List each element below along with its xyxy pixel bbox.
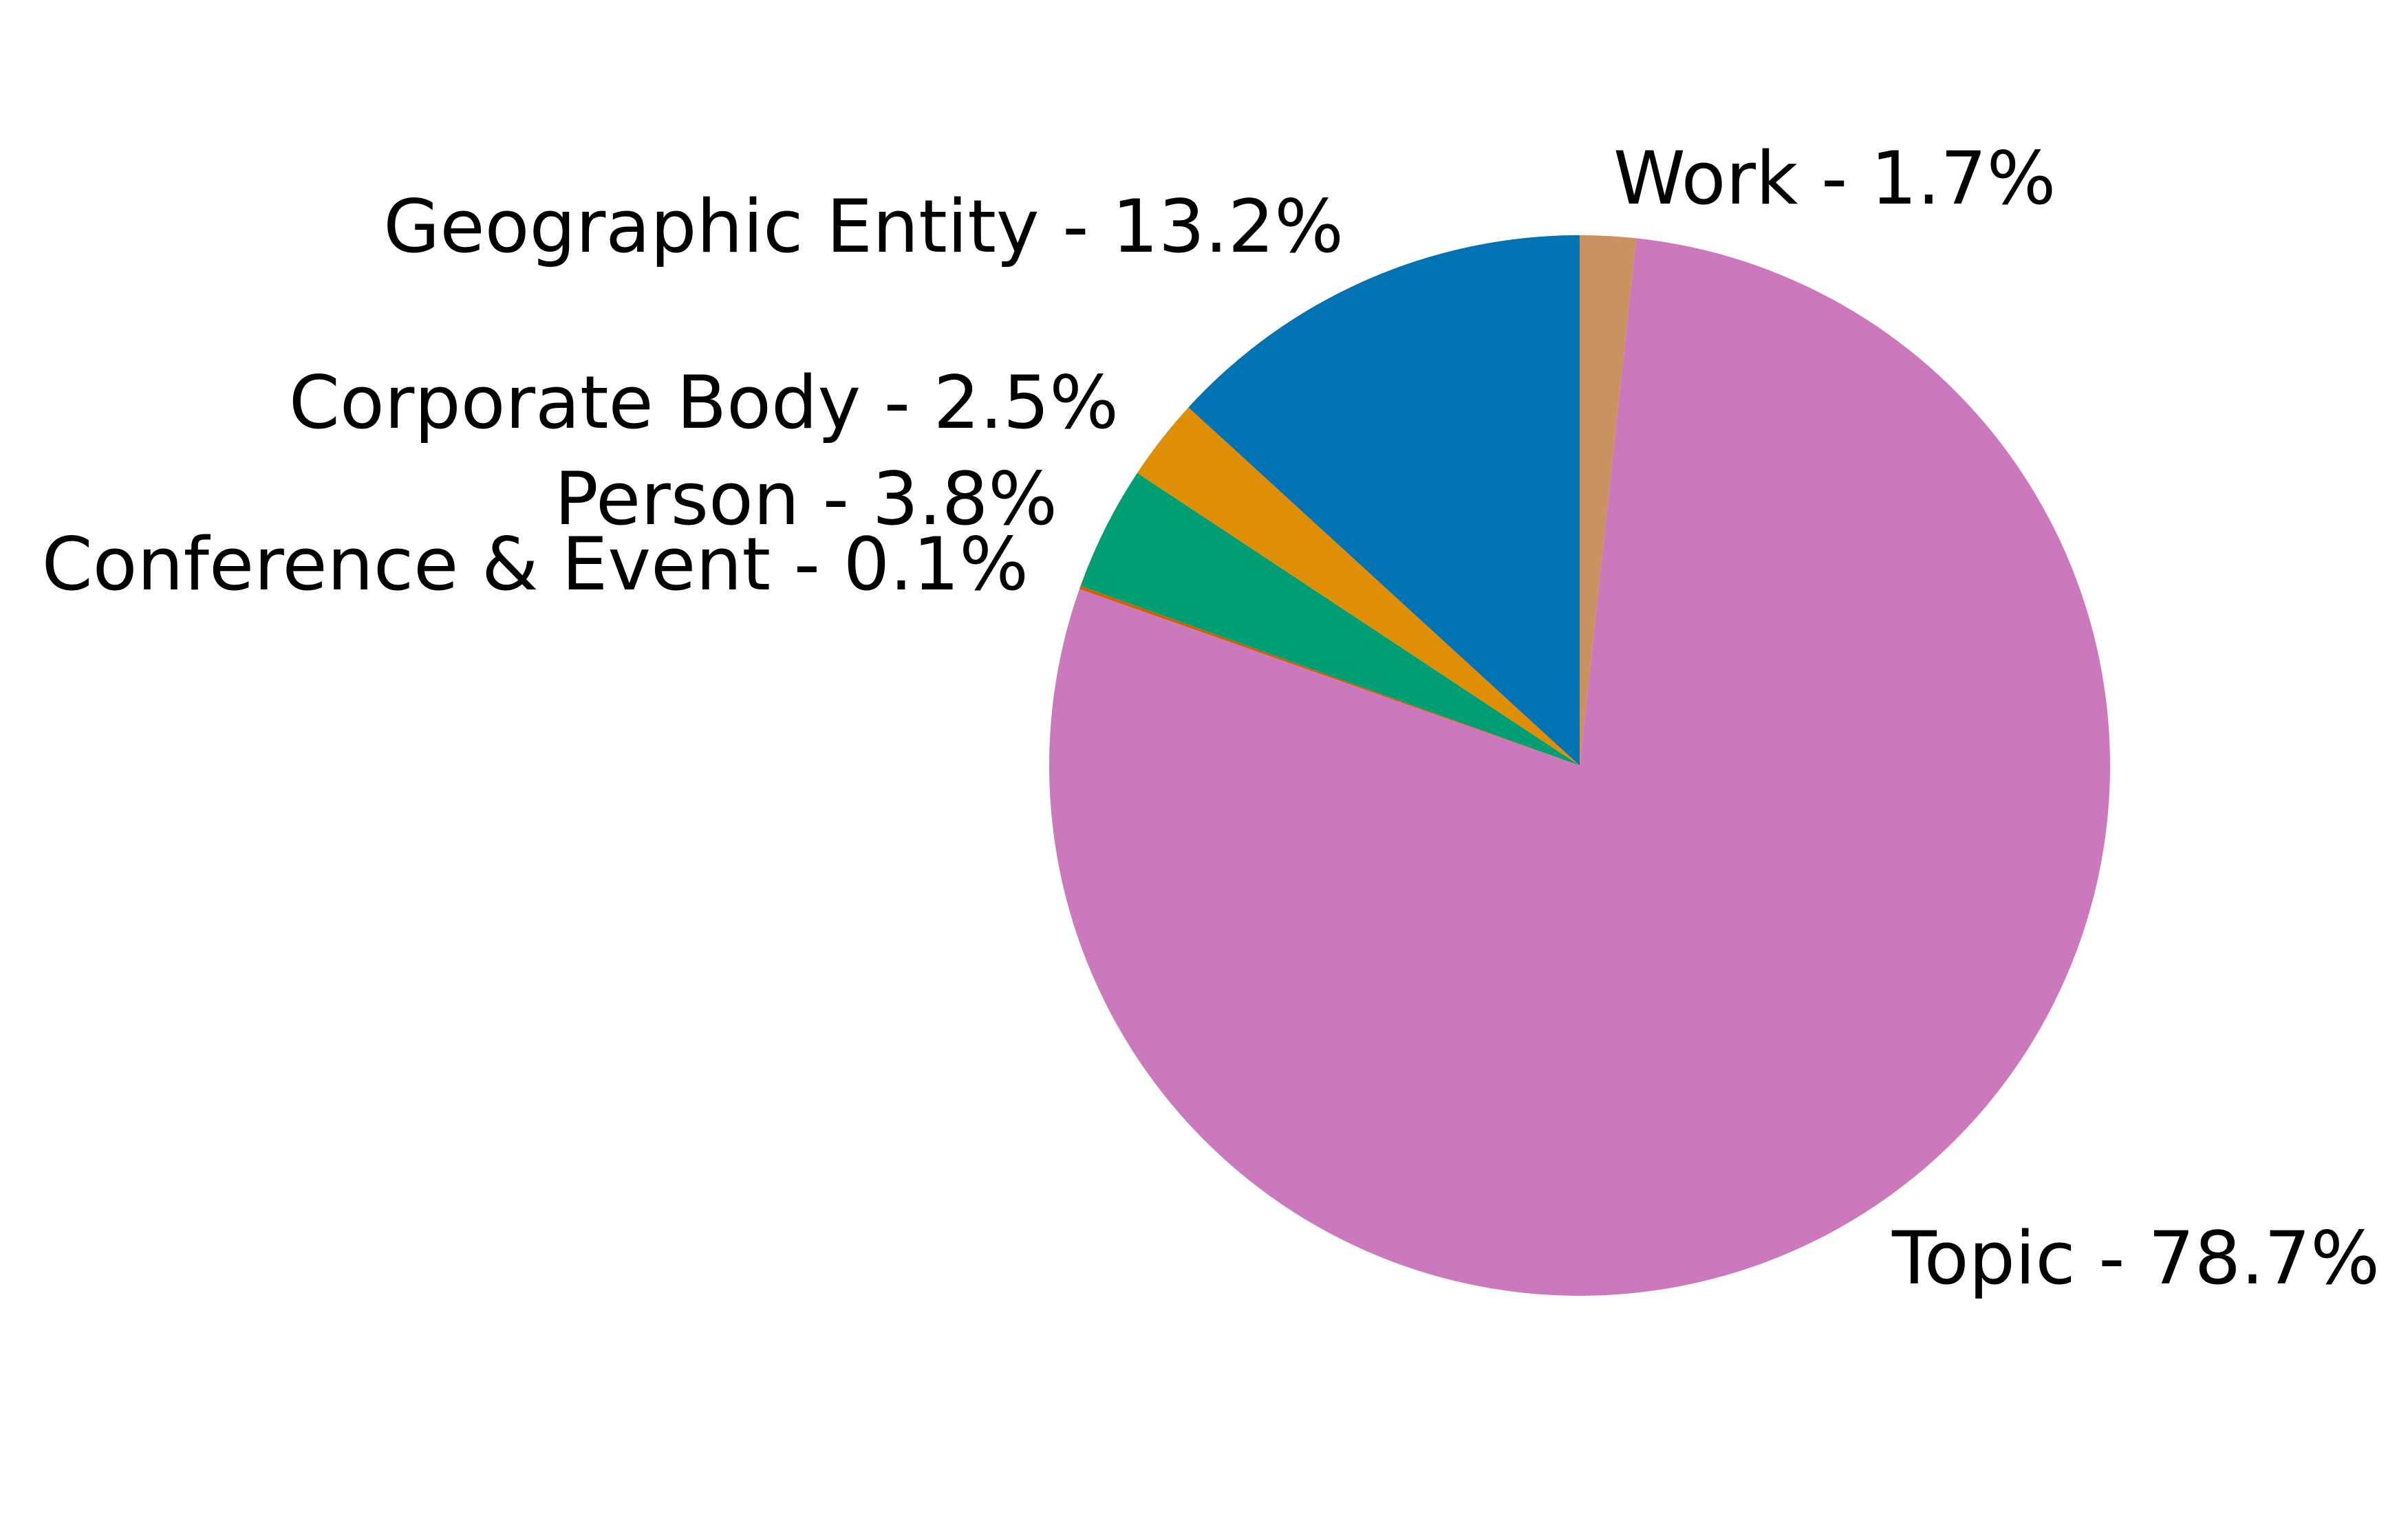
label-geographic-entity: Geographic Entity - 13.2%: [383, 184, 1344, 269]
label-conference-event: Conference & Event - 0.1%: [42, 522, 1029, 607]
slice-geographic-entity: [1188, 235, 1580, 766]
label-work: Work - 1.7%: [1613, 136, 2056, 221]
slice-labels: Work - 1.7% Topic - 78.7% Conference & E…: [42, 136, 2380, 1301]
pie-slices: [1049, 235, 2110, 1296]
slice-person: [1080, 473, 1580, 766]
slice-corporate-body: [1137, 407, 1580, 766]
slice-work: [1580, 235, 1637, 766]
label-person: Person - 3.8%: [555, 457, 1057, 541]
label-topic: Topic - 78.7%: [1891, 1216, 2380, 1301]
label-corporate-body: Corporate Body - 2.5%: [289, 360, 1119, 445]
slice-conference-event: [1079, 585, 1580, 766]
slice-topic: [1049, 238, 2110, 1296]
